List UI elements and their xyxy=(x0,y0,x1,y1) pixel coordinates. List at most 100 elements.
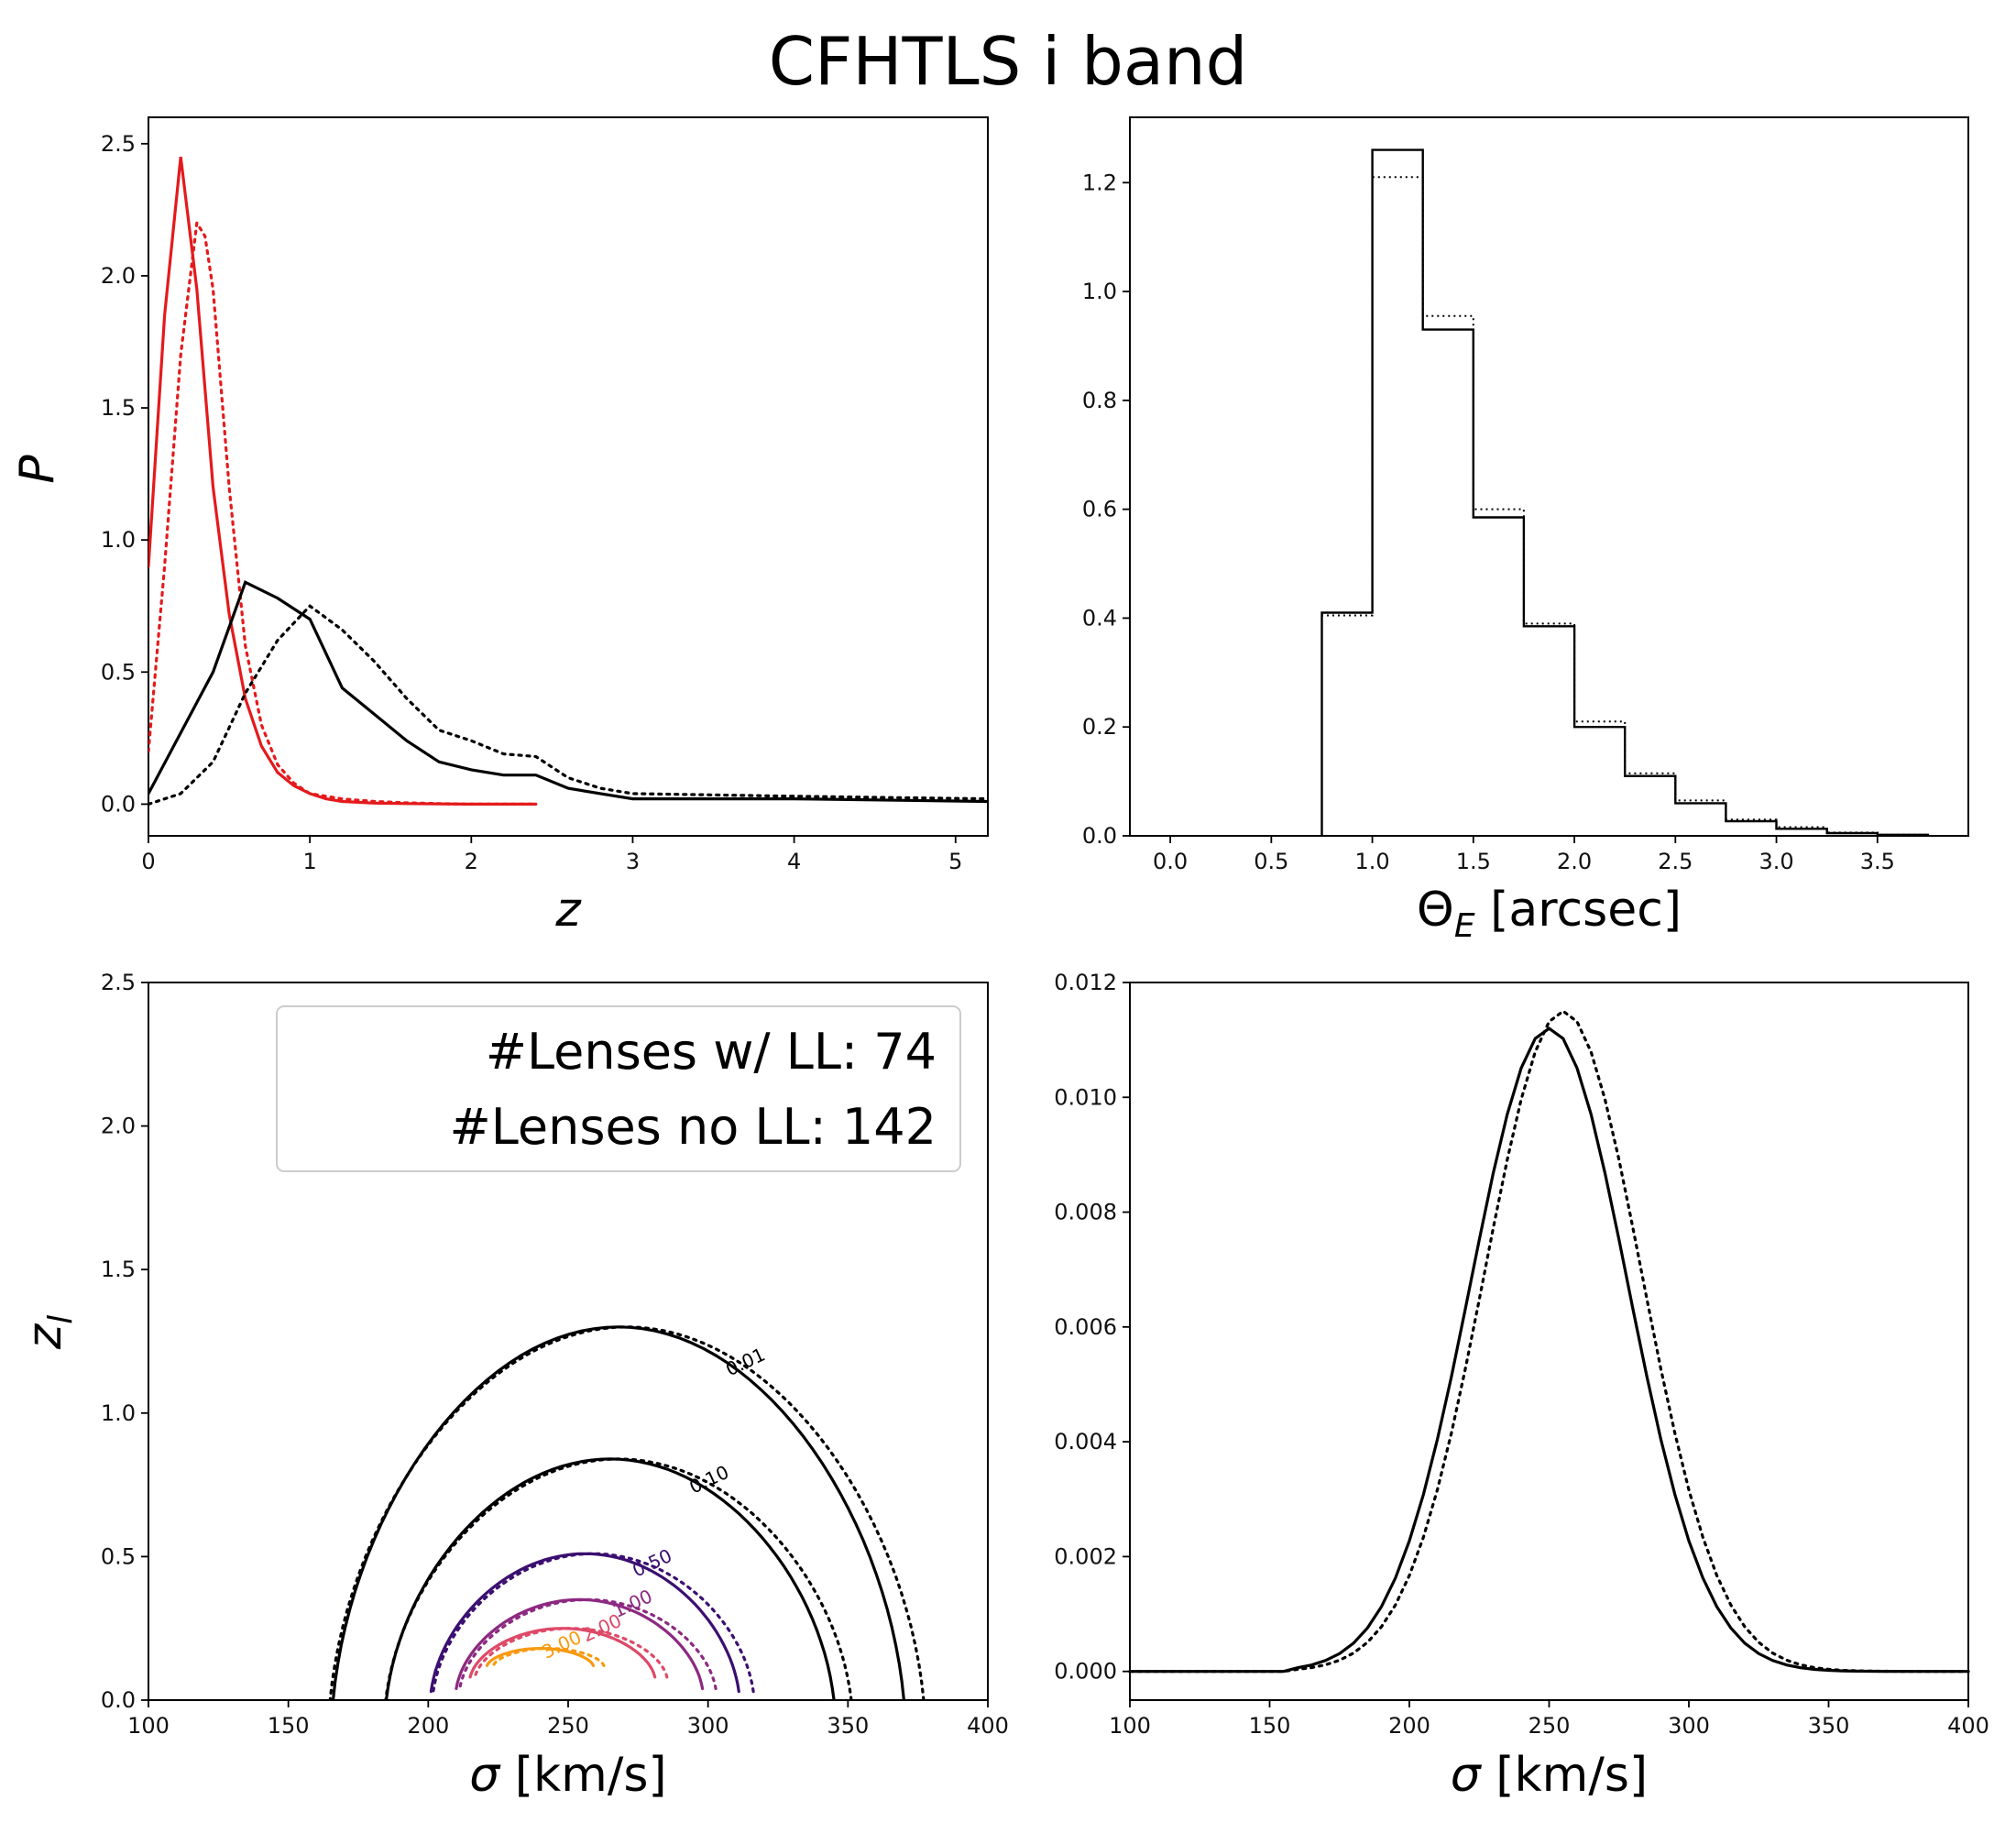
x-tick-label: 0.5 xyxy=(1254,849,1288,874)
x-tick-label: 2.5 xyxy=(1658,849,1693,874)
contour-line-0.01-dotted xyxy=(328,1325,926,1700)
y-tick-label: 2.5 xyxy=(101,970,136,995)
plot-frame xyxy=(1129,116,1969,837)
axis-label-rest: [km/s] xyxy=(1481,1748,1648,1803)
x-tick-label: 2 xyxy=(465,849,478,874)
panel-redshift-distribution: 0 1 2 3 4 5 0.0 0.5 1.0 1.5 2.0 2.5 z P xyxy=(10,116,989,938)
x-tick-label: 5 xyxy=(948,849,962,874)
x-tick-label: 400 xyxy=(967,1713,1009,1739)
y-axis-label: zl xyxy=(17,1315,80,1350)
contour-line-0.01-solid xyxy=(331,1325,905,1700)
x-tick-label: 100 xyxy=(127,1713,170,1739)
contour-line-3.00-dotted xyxy=(491,1647,606,1667)
axis-label-main: Θ xyxy=(1417,883,1454,938)
axis-label-main: P xyxy=(10,455,65,484)
y-tick-label: 0.008 xyxy=(1054,1200,1117,1225)
x-tick-label: 150 xyxy=(1249,1713,1291,1739)
y-tick-label: 2.0 xyxy=(101,1114,136,1139)
y-tick-label: 0.0 xyxy=(101,791,136,817)
plot-frame xyxy=(1129,982,1969,1701)
y-tick-label: 2.0 xyxy=(101,263,136,289)
y-tick-label: 0.0 xyxy=(101,1687,136,1713)
y-tick-label: 0.5 xyxy=(101,659,136,685)
y-tick-label: 0.002 xyxy=(1054,1543,1117,1569)
axis-label-rest: [arcsec] xyxy=(1475,883,1682,938)
legend-entry: #Lenses no LL: 142 xyxy=(449,1098,937,1156)
contour-line-0.50-dotted xyxy=(432,1552,755,1694)
y-axis-label: P xyxy=(10,455,65,484)
y-tick-label: 1.2 xyxy=(1082,170,1117,195)
y-tick-label: 0.0 xyxy=(1082,823,1117,849)
y-tick-label: 1.5 xyxy=(101,395,136,421)
x-tick-label: 250 xyxy=(1528,1713,1571,1739)
x-tick-label: 1.5 xyxy=(1456,849,1491,874)
y-tick-label: 0.006 xyxy=(1054,1314,1117,1340)
x-tick-label: 100 xyxy=(1109,1713,1151,1739)
series-line-black-solid xyxy=(148,580,988,804)
y-tick-label: 0.004 xyxy=(1054,1429,1117,1454)
y-tick-label: 0.010 xyxy=(1054,1084,1117,1110)
x-tick-label: 3.0 xyxy=(1759,849,1793,874)
y-tick-label: 0.000 xyxy=(1054,1659,1117,1685)
panel-sigma-zl-contours: 100 150 200 250 300 350 400 0.0 0.5 1.0 1.5 2.0 2.5 0… xyxy=(17,970,1009,1803)
series-line-solid xyxy=(1128,1026,1970,1674)
y-tick-label: 2.5 xyxy=(101,131,136,157)
axis-label-subscript: E xyxy=(1454,907,1475,945)
x-tick-label: 350 xyxy=(827,1713,869,1739)
y-tick-label: 1.0 xyxy=(1082,279,1117,304)
contour-line-1.00-dotted xyxy=(458,1597,718,1691)
y-tick-label: 0.2 xyxy=(1082,714,1117,740)
contour-line-0.10-dotted xyxy=(384,1457,853,1700)
x-tick-label: 200 xyxy=(407,1713,449,1739)
x-tick-label: 250 xyxy=(547,1713,589,1739)
y-tick-label: 0.4 xyxy=(1082,605,1117,631)
contour-line-2.00-dotted xyxy=(473,1627,669,1679)
contour-line-0.10-solid xyxy=(384,1457,836,1700)
legend-box xyxy=(276,1005,961,1172)
y-tick-label: 0.6 xyxy=(1082,497,1117,522)
x-tick-label: 0 xyxy=(141,849,155,874)
x-tick-label: 0.0 xyxy=(1153,849,1188,874)
x-tick-label: 200 xyxy=(1388,1713,1430,1739)
y-tick-label: 1.0 xyxy=(101,527,136,553)
x-tick-label: 1 xyxy=(303,849,317,874)
y-tick-label: 0.012 xyxy=(1054,970,1117,995)
x-axis-label: σ [km/s] xyxy=(469,1748,666,1803)
x-axis-label: ΘE [arcsec] xyxy=(1417,883,1682,945)
x-tick-label: 1.0 xyxy=(1354,849,1389,874)
panel-sigma-distribution: 100 150 200 250 300 350 400 0.000 0.002 0.004 0.00… xyxy=(1054,970,1989,1803)
x-tick-label: 300 xyxy=(1668,1713,1710,1739)
x-tick-label: 350 xyxy=(1808,1713,1850,1739)
x-tick-label: 3 xyxy=(626,849,640,874)
axis-label-rest: [km/s] xyxy=(499,1748,666,1803)
x-axis-label: σ [km/s] xyxy=(1451,1748,1648,1803)
figure-title: CFHTLS i band xyxy=(769,23,1248,100)
x-tick-label: 3.5 xyxy=(1860,849,1895,874)
axis-label-main: z xyxy=(17,1323,72,1350)
x-tick-label: 400 xyxy=(1947,1713,1989,1739)
legend: #Lenses w/ LL: 74 #Lenses no LL: 142 xyxy=(276,1005,961,1172)
series-line-black-dotted xyxy=(148,604,988,806)
panel-einstein-radius-histogram: 0.0 0.5 1.0 1.5 2.0 2.5 3.0 3.5 0.0 0.2 0.4 0.6 0.8 1… xyxy=(1082,116,1969,945)
y-tick-label: 1.5 xyxy=(101,1257,136,1282)
x-axis-label: z xyxy=(554,883,582,938)
axis-label-subscript: l xyxy=(42,1315,80,1324)
contour-label: 0.50 xyxy=(629,1544,675,1582)
series-line-dotted xyxy=(1128,1009,1970,1674)
contour-line-0.50-solid xyxy=(429,1552,740,1694)
x-tick-label: 150 xyxy=(268,1713,310,1739)
x-tick-label: 300 xyxy=(687,1713,729,1739)
legend-entry: #Lenses w/ LL: 74 xyxy=(486,1023,937,1081)
series-line-red-dotted xyxy=(148,218,538,806)
y-tick-label: 0.5 xyxy=(101,1543,136,1569)
axis-label-main: σ xyxy=(1451,1748,1483,1803)
axis-label-main: σ xyxy=(469,1748,501,1803)
axis-label-main: z xyxy=(554,883,582,938)
x-tick-label: 2.0 xyxy=(1557,849,1592,874)
y-tick-label: 0.8 xyxy=(1082,388,1117,413)
x-tick-label: 4 xyxy=(787,849,801,874)
histogram-step-solid xyxy=(1320,148,1930,836)
plot-frame xyxy=(148,116,989,837)
y-tick-label: 1.0 xyxy=(101,1400,136,1426)
